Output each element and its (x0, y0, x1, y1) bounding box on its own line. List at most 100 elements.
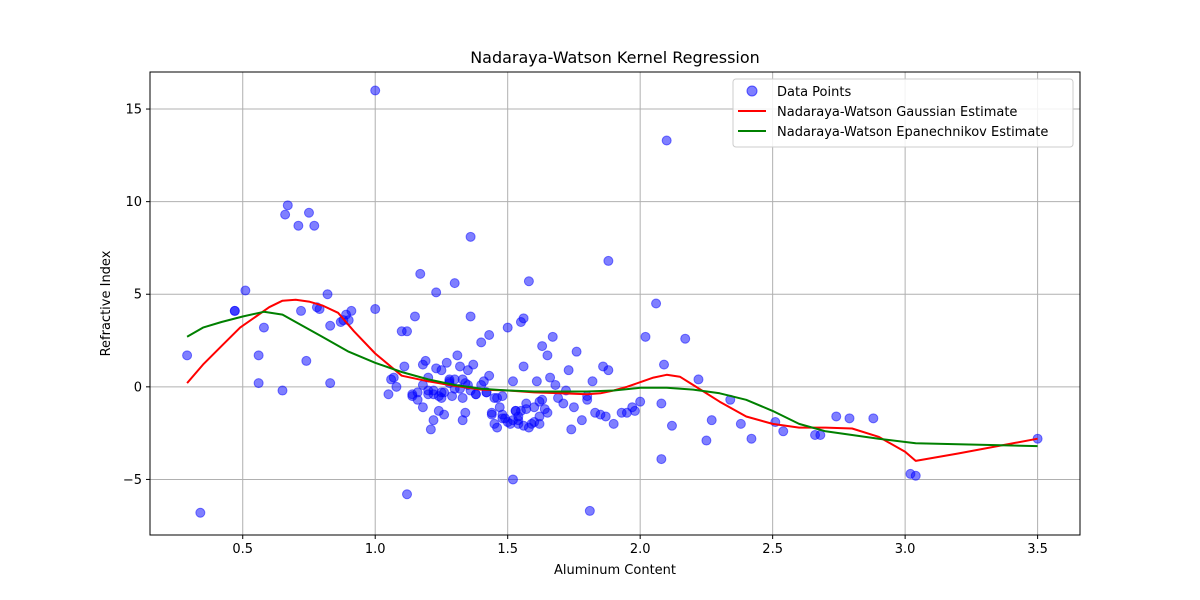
data-point (470, 389, 481, 400)
data-point (484, 329, 495, 340)
data-point (425, 424, 436, 435)
data-point (457, 392, 468, 403)
x-tick-label: 1.5 (497, 542, 518, 557)
data-point (521, 404, 532, 415)
data-point (468, 359, 479, 370)
y-tick-label: −5 (123, 473, 142, 488)
data-point (325, 320, 336, 331)
data-point (640, 331, 651, 342)
data-point (415, 268, 426, 279)
x-tick-label: 3.0 (895, 542, 916, 557)
data-point (518, 361, 529, 372)
data-point (666, 420, 677, 431)
data-point (391, 381, 402, 392)
x-tick-label: 0.5 (232, 542, 253, 557)
data-point (436, 392, 447, 403)
data-point (844, 413, 855, 424)
legend: Data Points Nadaraya-Watson Gaussian Est… (732, 78, 1074, 148)
data-point (388, 372, 399, 383)
x-tick-label: 2.0 (630, 542, 651, 557)
data-point (868, 413, 879, 424)
data-point (558, 398, 569, 409)
data-point (486, 409, 497, 420)
y-tick-label: 10 (125, 195, 142, 210)
data-point (502, 322, 513, 333)
chart-title: Nadaraya-Watson Kernel Regression (470, 48, 760, 67)
data-point (656, 398, 667, 409)
gaussian-estimate-line (186, 298, 1038, 462)
data-point (370, 304, 381, 315)
grid (150, 72, 1080, 535)
data-point (659, 359, 670, 370)
data-point (621, 407, 632, 418)
data-point (296, 305, 307, 316)
legend-marker-points (746, 85, 758, 97)
data-point (510, 405, 521, 416)
data-point (439, 409, 450, 420)
epanechnikov-estimate-line (186, 310, 1038, 448)
data-point (656, 454, 667, 465)
data-point (417, 402, 428, 413)
data-point (449, 278, 460, 289)
data-point (240, 285, 251, 296)
data-point (608, 418, 619, 429)
data-point (489, 392, 500, 403)
legend-label-gaussian: Nadaraya-Watson Gaussian Estimate (777, 105, 1017, 120)
axis-ticks: 0.5 1.0 1.5 2.0 2.5 3.0 3.5 −5 0 5 10 15 (123, 103, 1048, 557)
data-point (651, 298, 662, 309)
data-point (322, 289, 333, 300)
data-point (635, 396, 646, 407)
data-point (465, 311, 476, 322)
data-point (537, 341, 548, 352)
data-point (576, 415, 587, 426)
data-point (409, 311, 420, 322)
data-point (420, 355, 431, 366)
data-point (550, 379, 561, 390)
regression-lines (186, 298, 1038, 462)
legend-label-epanechnikov: Nadaraya-Watson Epanechnikov Estimate (777, 125, 1048, 140)
data-point (293, 220, 304, 231)
data-point (571, 346, 582, 357)
y-tick-label: 5 (134, 288, 142, 303)
data-point (431, 287, 442, 298)
data-point (402, 326, 413, 337)
data-point (531, 376, 542, 387)
data-point (280, 209, 291, 220)
y-tick-label: 0 (134, 380, 142, 395)
data-point (370, 85, 381, 96)
data-point (182, 350, 193, 361)
data-point (735, 418, 746, 429)
data-point (563, 365, 574, 376)
data-point (831, 411, 842, 422)
data-point (595, 409, 606, 420)
data-point (383, 389, 394, 400)
data-point (693, 374, 704, 385)
data-point (701, 435, 712, 446)
data-point (423, 385, 434, 396)
data-point (441, 357, 452, 368)
data-point (545, 372, 556, 383)
data-point (910, 470, 921, 481)
data-point (476, 337, 487, 348)
data-point (542, 350, 553, 361)
data-point (706, 415, 717, 426)
data-point (301, 355, 312, 366)
data-point (325, 378, 336, 389)
data-point (582, 391, 593, 402)
data-point (484, 370, 495, 381)
data-point (507, 376, 518, 387)
data-point (253, 350, 264, 361)
data-point (542, 407, 553, 418)
data-point (778, 426, 789, 437)
data-point (518, 313, 529, 324)
data-point (534, 411, 545, 422)
x-tick-label: 3.5 (1027, 542, 1048, 557)
data-point (492, 422, 503, 433)
legend-label-points: Data Points (777, 85, 851, 100)
data-point (253, 378, 264, 389)
data-point (402, 489, 413, 500)
data-point (412, 387, 423, 398)
data-point (547, 331, 558, 342)
data-point (465, 231, 476, 242)
data-point (399, 361, 410, 372)
